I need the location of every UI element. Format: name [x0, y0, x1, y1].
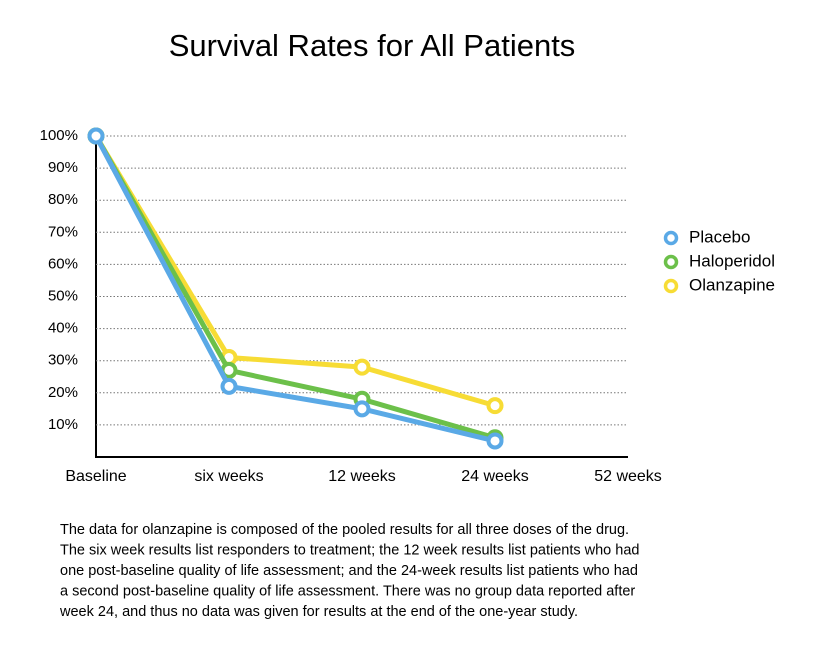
x-tick-label: 24 weeks: [461, 468, 529, 485]
y-tick-label: 50%: [48, 287, 78, 304]
y-tick-label: 70%: [48, 223, 78, 240]
x-tick-label: six weeks: [194, 468, 263, 485]
legend-label: Olanzapine: [689, 275, 775, 294]
y-tick-label: 60%: [48, 255, 78, 272]
note-line: week 24, and thus no data was given for …: [59, 604, 578, 620]
y-tick-label: 10%: [48, 416, 78, 433]
y-tick-label: 20%: [48, 384, 78, 401]
y-tick-label: 30%: [48, 352, 78, 369]
note-line: The data for olanzapine is composed of t…: [60, 522, 629, 538]
point-marker: [220, 377, 238, 395]
y-tick-label: 80%: [48, 191, 78, 208]
series-line: [93, 134, 496, 441]
y-tick-label: 40%: [48, 320, 78, 337]
x-tick-label: Baseline: [65, 468, 126, 485]
point-marker: [353, 400, 371, 418]
point-marker: [486, 397, 504, 415]
x-tick-label: 52 weeks: [594, 468, 662, 485]
legend-marker: [663, 230, 679, 246]
series-line: [93, 134, 496, 444]
y-tick-label: 90%: [48, 159, 78, 176]
chart-title: Survival Rates for All Patients: [169, 28, 576, 63]
point-marker: [353, 358, 371, 376]
legend-marker: [663, 254, 679, 270]
series-line: [93, 134, 496, 409]
x-tick-label: 12 weeks: [328, 468, 396, 485]
note-line: one post-baseline quality of life assess…: [60, 563, 638, 579]
legend-label: Placebo: [689, 227, 750, 246]
y-tick-label: 100%: [40, 127, 78, 144]
legend-marker: [663, 278, 679, 294]
note-line: a second post-baseline quality of life a…: [60, 583, 635, 599]
point-marker: [87, 127, 105, 145]
note-line: The six week results list responders to …: [60, 542, 639, 558]
legend-label: Haloperidol: [689, 251, 775, 270]
point-marker: [486, 432, 504, 450]
